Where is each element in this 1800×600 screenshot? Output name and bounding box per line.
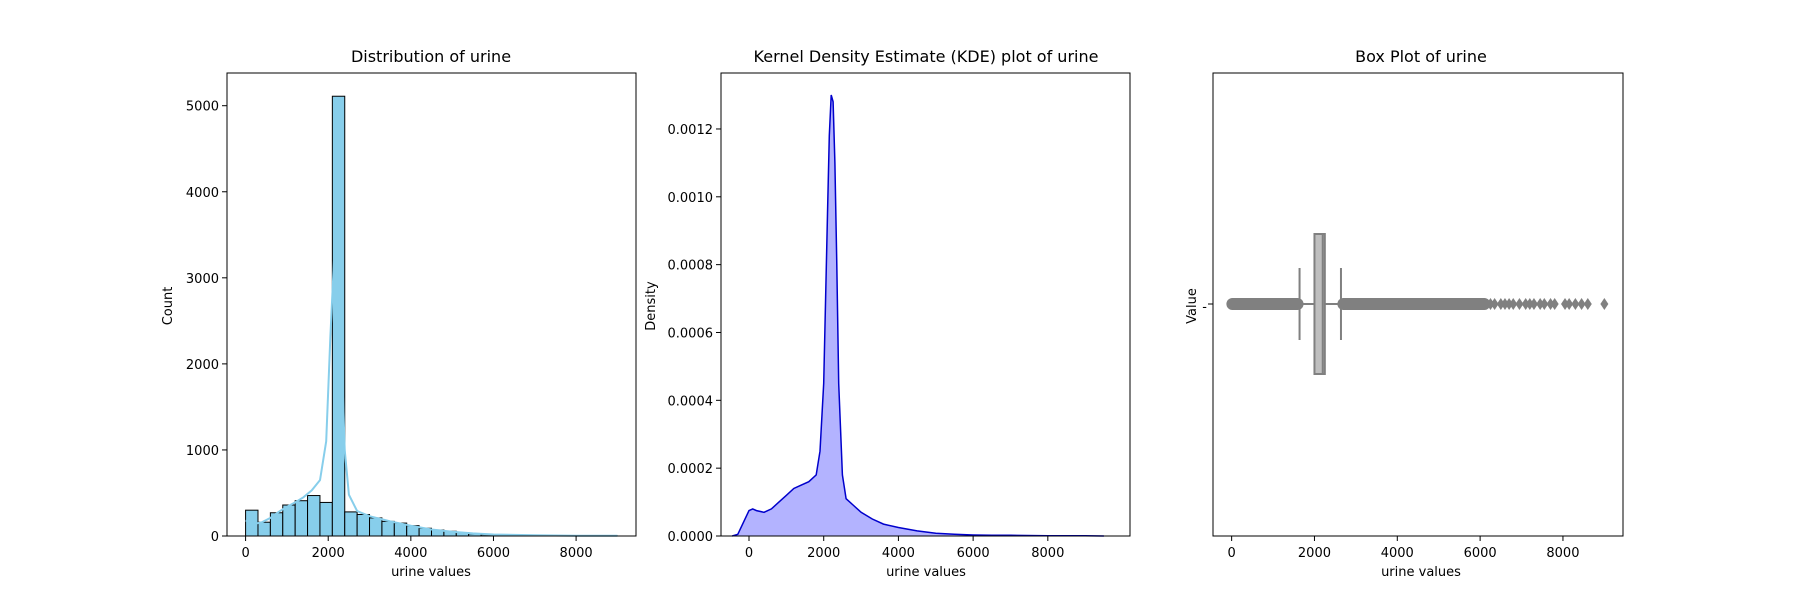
axes-frame [720,72,1131,537]
outlier-point [1486,298,1495,310]
boxplot-xlabel: urine values [1381,565,1461,580]
y-tick-label: 2000 [186,358,219,373]
kde-xlabel: urine values [886,565,966,580]
kde-title: Kernel Density Estimate (KDE) plot of ur… [754,47,1099,66]
boxplot-ytick-label: - [1202,300,1207,315]
histogram-bar [294,500,309,537]
outlier-point [1505,298,1514,310]
y-tick-label: 3000 [186,272,219,287]
histogram-ylabel: Count [161,287,176,326]
outlier-point [1500,298,1509,310]
histogram-bar [282,504,296,537]
x-tick-label: 6000 [957,546,990,561]
x-tick-label: 2000 [1298,546,1331,561]
x-tick-label: 6000 [1464,546,1497,561]
outlier-point [1529,298,1538,310]
histogram-xlabel: urine values [391,565,471,580]
outlier-point [1525,298,1534,310]
box [1313,233,1326,375]
histogram-bar [331,95,346,537]
x-tick-label: 4000 [1381,546,1414,561]
outlier-point [1515,298,1524,310]
histogram-bar [257,521,271,537]
y-tick-label: 0.0012 [668,123,714,138]
outlier-point [1550,298,1559,310]
x-tick-label: 8000 [1546,546,1579,561]
kde-panel: Kernel Density Estimate (KDE) plot of ur… [644,47,1131,580]
outlier-point [1561,298,1570,310]
outlier-point [1490,298,1499,310]
histogram-bar [319,501,333,537]
histogram-panel: Distribution of urine urine values Count… [161,47,637,580]
outlier-point [1536,298,1545,310]
kde-line [731,94,1104,537]
y-tick-label: 0.0006 [668,326,714,341]
histogram-bar [307,495,321,537]
x-tick-label: 8000 [1031,546,1064,561]
outlier-point [1583,298,1592,310]
x-tick-label: 0 [1227,546,1235,561]
outlier-band [1226,298,1304,310]
histogram-title: Distribution of urine [351,47,511,66]
y-tick-label: 4000 [186,186,219,201]
outlier-point [1600,298,1609,310]
axes-frame [226,72,637,537]
histogram-bar [381,520,395,537]
x-tick-label: 4000 [882,546,915,561]
x-tick-label: 2000 [807,546,840,561]
outlier-point [1577,298,1586,310]
histogram-kde-line [245,234,618,537]
y-tick-label: 5000 [186,100,219,115]
outlier-point [1565,298,1574,310]
y-tick-label: 0 [211,530,219,545]
kde-ylabel: Density [644,281,659,331]
histogram-bar [344,511,358,537]
x-tick-label: 6000 [477,546,510,561]
y-tick-label: 0.0010 [668,191,714,206]
boxplot-title: Box Plot of urine [1355,47,1487,66]
x-tick-label: 0 [745,546,753,561]
outlier-point [1521,298,1530,310]
y-tick-label: 1000 [186,444,219,459]
y-tick-label: 0.0004 [668,394,714,409]
x-tick-label: 8000 [560,546,593,561]
boxplot-ylabel: Value [1185,288,1200,324]
kde-area-fill [732,95,1104,536]
y-tick-label: 0.0000 [668,530,714,545]
x-tick-label: 2000 [312,546,345,561]
outlier-band [1337,298,1491,310]
outlier-point [1546,298,1555,310]
histogram-bar [356,513,371,537]
outlier-point [1540,298,1549,310]
y-tick-label: 0.0008 [668,259,714,274]
outlier-point [1571,298,1580,310]
outlier-point [1496,298,1505,310]
y-tick-label: 0.0002 [668,462,714,477]
x-tick-label: 4000 [394,546,427,561]
boxplot-panel: Box Plot of urine urine values Value - 0… [1185,47,1624,580]
outlier-point [1509,298,1518,310]
histogram-bar [369,517,383,537]
x-tick-label: 0 [241,546,249,561]
